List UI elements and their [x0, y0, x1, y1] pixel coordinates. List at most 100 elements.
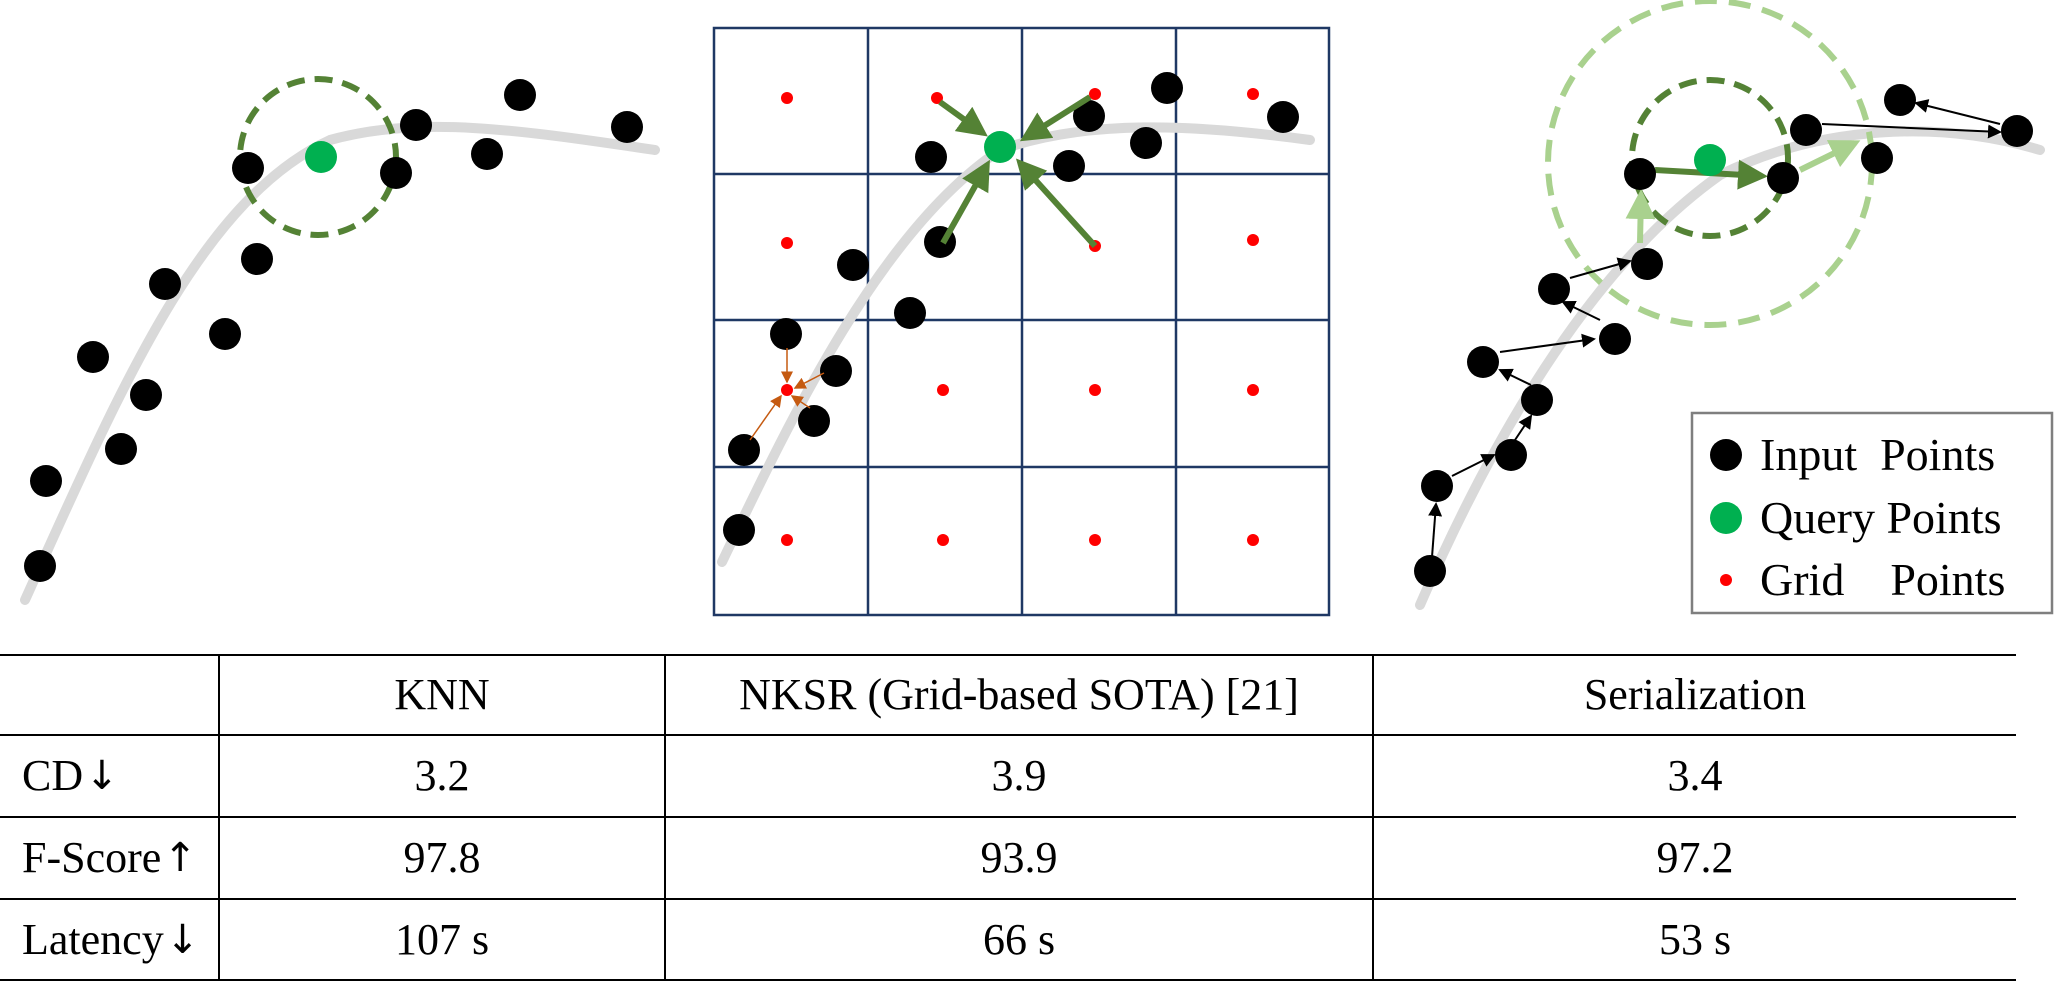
input-point [1538, 273, 1570, 305]
grid-query-point [984, 131, 1016, 163]
input-point [1790, 114, 1822, 146]
grid-local-arrows [749, 348, 825, 441]
legend-query-marker [1710, 502, 1742, 534]
latency-nksr-value: 66 s [982, 914, 1056, 964]
grid-point [937, 384, 949, 396]
grid-panel [712, 26, 1331, 617]
input-point [2001, 115, 2033, 147]
grid-point [781, 534, 793, 546]
input-point [1467, 346, 1499, 378]
higher-is-better-arrow: ↑ [163, 835, 197, 881]
input-point [1884, 84, 1916, 116]
input-point [1599, 323, 1631, 355]
latency-knn-value: 107 s [394, 914, 490, 964]
input-point [1631, 248, 1663, 280]
input-point [209, 318, 241, 350]
cd-serialization-value: 3.4 [1667, 751, 1723, 800]
input-point [915, 141, 947, 173]
grid-point [1247, 534, 1259, 546]
input-point [1073, 100, 1105, 132]
input-point [504, 79, 536, 111]
input-point [471, 138, 503, 170]
knn-panel [20, 76, 660, 605]
grid-input-points [723, 72, 1299, 546]
input-point [820, 355, 852, 387]
table-column-rule [664, 654, 666, 981]
row-label-fscore: F-Score ↑ [0, 818, 218, 898]
input-point [798, 405, 830, 437]
input-point [770, 318, 802, 350]
table-column-rule [1372, 654, 1374, 981]
grid-surface-curve [717, 122, 1315, 567]
method-comparison-figure: Input Points Query Points Grid Points [20, 0, 2054, 617]
input-point [837, 249, 869, 281]
row-label-text: F-Score [22, 833, 162, 882]
grid-aggregation-arrows [938, 94, 1098, 249]
table-row-rule [0, 816, 2016, 818]
table-column-rule [218, 654, 220, 981]
input-point [1053, 150, 1085, 182]
input-point [723, 514, 755, 546]
header-knn: KNN [394, 670, 490, 719]
table-bottom-rule [0, 979, 2016, 981]
fscore-serialization-value: 97.2 [1656, 833, 1734, 882]
input-point [30, 465, 62, 497]
lower-is-better-arrow: ↓ [85, 753, 119, 799]
grid-point [937, 534, 949, 546]
input-point [77, 341, 109, 373]
legend-input-label: Input Points [1760, 429, 1995, 480]
serialization-query-point [1694, 144, 1726, 176]
serialization-order-arrows [1428, 99, 2002, 558]
legend-input-marker [1710, 439, 1742, 471]
grid-point [931, 92, 943, 104]
input-point [130, 379, 162, 411]
input-point [400, 109, 432, 141]
grid-point [781, 384, 793, 396]
input-point [1624, 158, 1656, 190]
input-point [1414, 555, 1446, 587]
grid-lines [714, 28, 1329, 615]
row-label-cd: CD ↓ [0, 736, 218, 816]
row-label-latency: Latency ↓ [0, 900, 218, 979]
grid-point [1247, 88, 1259, 100]
header-nksr: NKSR (Grid-based SOTA) [21] [739, 670, 1299, 719]
grid-point [781, 92, 793, 104]
input-point [1495, 439, 1527, 471]
input-point [728, 434, 760, 466]
results-table: KNN NKSR (Grid-based SOTA) [21] Serializ… [0, 652, 2020, 982]
legend: Input Points Query Points Grid Points [1690, 411, 2054, 615]
input-point [1421, 470, 1453, 502]
grid-point [1089, 88, 1101, 100]
row-label-text: Latency [22, 914, 164, 964]
input-point [1767, 162, 1799, 194]
input-point [105, 433, 137, 465]
row-label-text: CD [22, 751, 84, 800]
fscore-nksr-value: 93.9 [980, 833, 1058, 882]
grid-point [1247, 384, 1259, 396]
input-point [241, 243, 273, 275]
input-point [894, 297, 926, 329]
latency-serialization-value: 53 s [1658, 914, 1732, 964]
grid-point [1089, 534, 1101, 546]
serialization-input-points [1414, 84, 2033, 587]
knn-surface-curve [20, 121, 660, 605]
input-point [1130, 127, 1162, 159]
input-point [149, 268, 181, 300]
serialization-panel: Input Points Query Points Grid Points [1414, 0, 2054, 615]
input-point [611, 111, 643, 143]
input-point [24, 550, 56, 582]
knn-input-points [24, 79, 643, 582]
knn-query-point [305, 141, 337, 173]
table-row-rule [0, 898, 2016, 900]
input-point [232, 152, 264, 184]
input-point [1521, 384, 1553, 416]
table-header-rule [0, 734, 2016, 736]
header-serialization: Serialization [1583, 670, 1807, 719]
grid-point [781, 237, 793, 249]
legend-frame [1690, 411, 2054, 615]
serialization-inner-radius [1629, 77, 1791, 239]
cd-knn-value: 3.2 [414, 751, 470, 800]
cd-nksr-value: 3.9 [991, 751, 1047, 800]
input-point [1151, 72, 1183, 104]
fscore-knn-value: 97.8 [403, 833, 481, 882]
